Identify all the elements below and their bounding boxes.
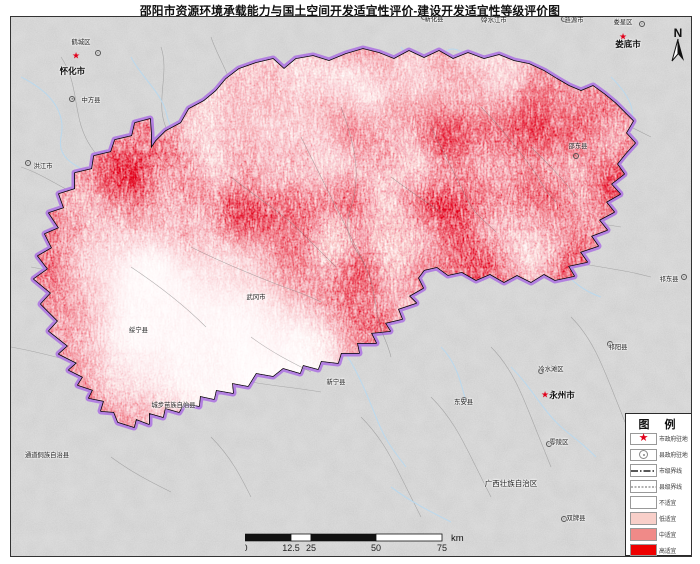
svg-text:75: 75: [437, 543, 447, 553]
svg-text:km: km: [451, 533, 464, 544]
svg-text:0: 0: [245, 543, 248, 553]
svg-text:N: N: [674, 26, 683, 40]
svg-text:25: 25: [306, 543, 316, 553]
svg-text:50: 50: [371, 543, 381, 553]
svg-text:12.5: 12.5: [282, 543, 300, 553]
